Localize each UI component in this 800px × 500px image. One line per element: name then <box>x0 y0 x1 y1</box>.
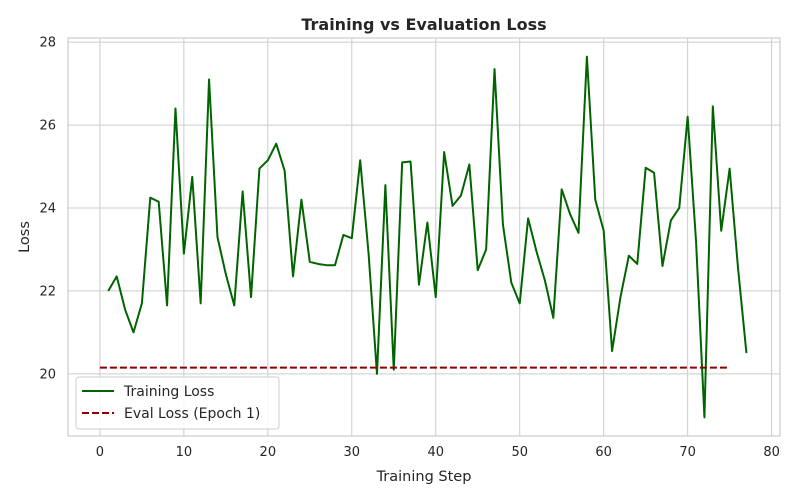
legend: Training Loss Eval Loss (Epoch 1) <box>75 376 280 430</box>
x-tick-label: 40 <box>427 445 444 460</box>
legend-label-eval-loss: Eval Loss (Epoch 1) <box>124 406 260 422</box>
x-tick-label: 0 <box>96 445 104 460</box>
legend-box <box>75 376 280 430</box>
legend-label-training-loss: Training Loss <box>123 384 214 400</box>
series <box>99 55 748 419</box>
grid <box>68 38 780 436</box>
y-tick-label: 22 <box>39 284 56 299</box>
ticks: 0 10 20 30 40 50 60 70 80 20 22 24 26 28 <box>39 36 779 460</box>
y-tick-label: 24 <box>39 201 56 216</box>
x-tick-label: 60 <box>595 445 612 460</box>
x-axis-title: Training Step <box>376 469 472 485</box>
series-line-training-loss <box>107 55 748 419</box>
x-tick-label: 50 <box>511 445 528 460</box>
y-tick-label: 26 <box>39 119 56 134</box>
x-tick-label: 80 <box>763 445 780 460</box>
x-tick-label: 20 <box>260 445 277 460</box>
chart-title: Training vs Evaluation Loss <box>301 15 546 34</box>
y-axis-title: Loss <box>17 221 33 253</box>
x-tick-label: 70 <box>679 445 696 460</box>
y-tick-label: 20 <box>39 367 56 382</box>
y-tick-label: 28 <box>39 36 56 51</box>
plot-frame <box>67 37 781 437</box>
x-tick-label: 10 <box>176 445 193 460</box>
x-tick-label: 30 <box>344 445 361 460</box>
